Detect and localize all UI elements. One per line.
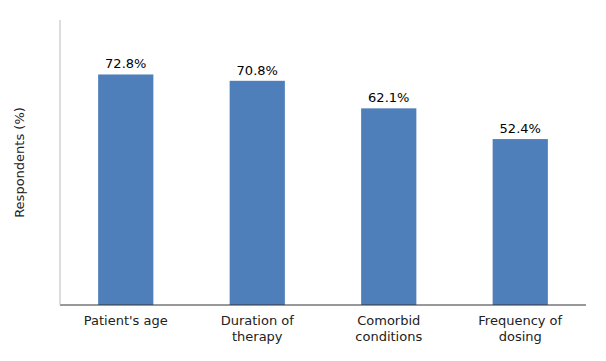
x-tick-label: Patient's age	[84, 313, 168, 328]
bar	[493, 139, 548, 305]
bar	[361, 108, 416, 305]
bar	[98, 74, 153, 305]
bars	[98, 74, 548, 305]
x-tick-label: Duration oftherapy	[221, 313, 295, 344]
y-axis-label: Respondents (%)	[12, 107, 27, 218]
data-label: 62.1%	[368, 90, 409, 105]
x-axis-line	[60, 305, 586, 306]
bar	[230, 81, 285, 305]
data-label: 72.8%	[105, 56, 146, 71]
x-tick-label: Comorbidconditions	[355, 313, 422, 344]
data-label: 70.8%	[237, 63, 278, 78]
chart-svg: 72.8% 70.8% 62.1% 52.4% Patient's age Duratio…	[0, 0, 606, 361]
chart-container: 72.8% 70.8% 62.1% 52.4% Patient's age Duratio…	[0, 0, 606, 361]
y-axis-line	[60, 20, 61, 305]
data-label: 52.4%	[500, 121, 541, 136]
x-tick-label: Frequency ofdosing	[478, 313, 562, 344]
